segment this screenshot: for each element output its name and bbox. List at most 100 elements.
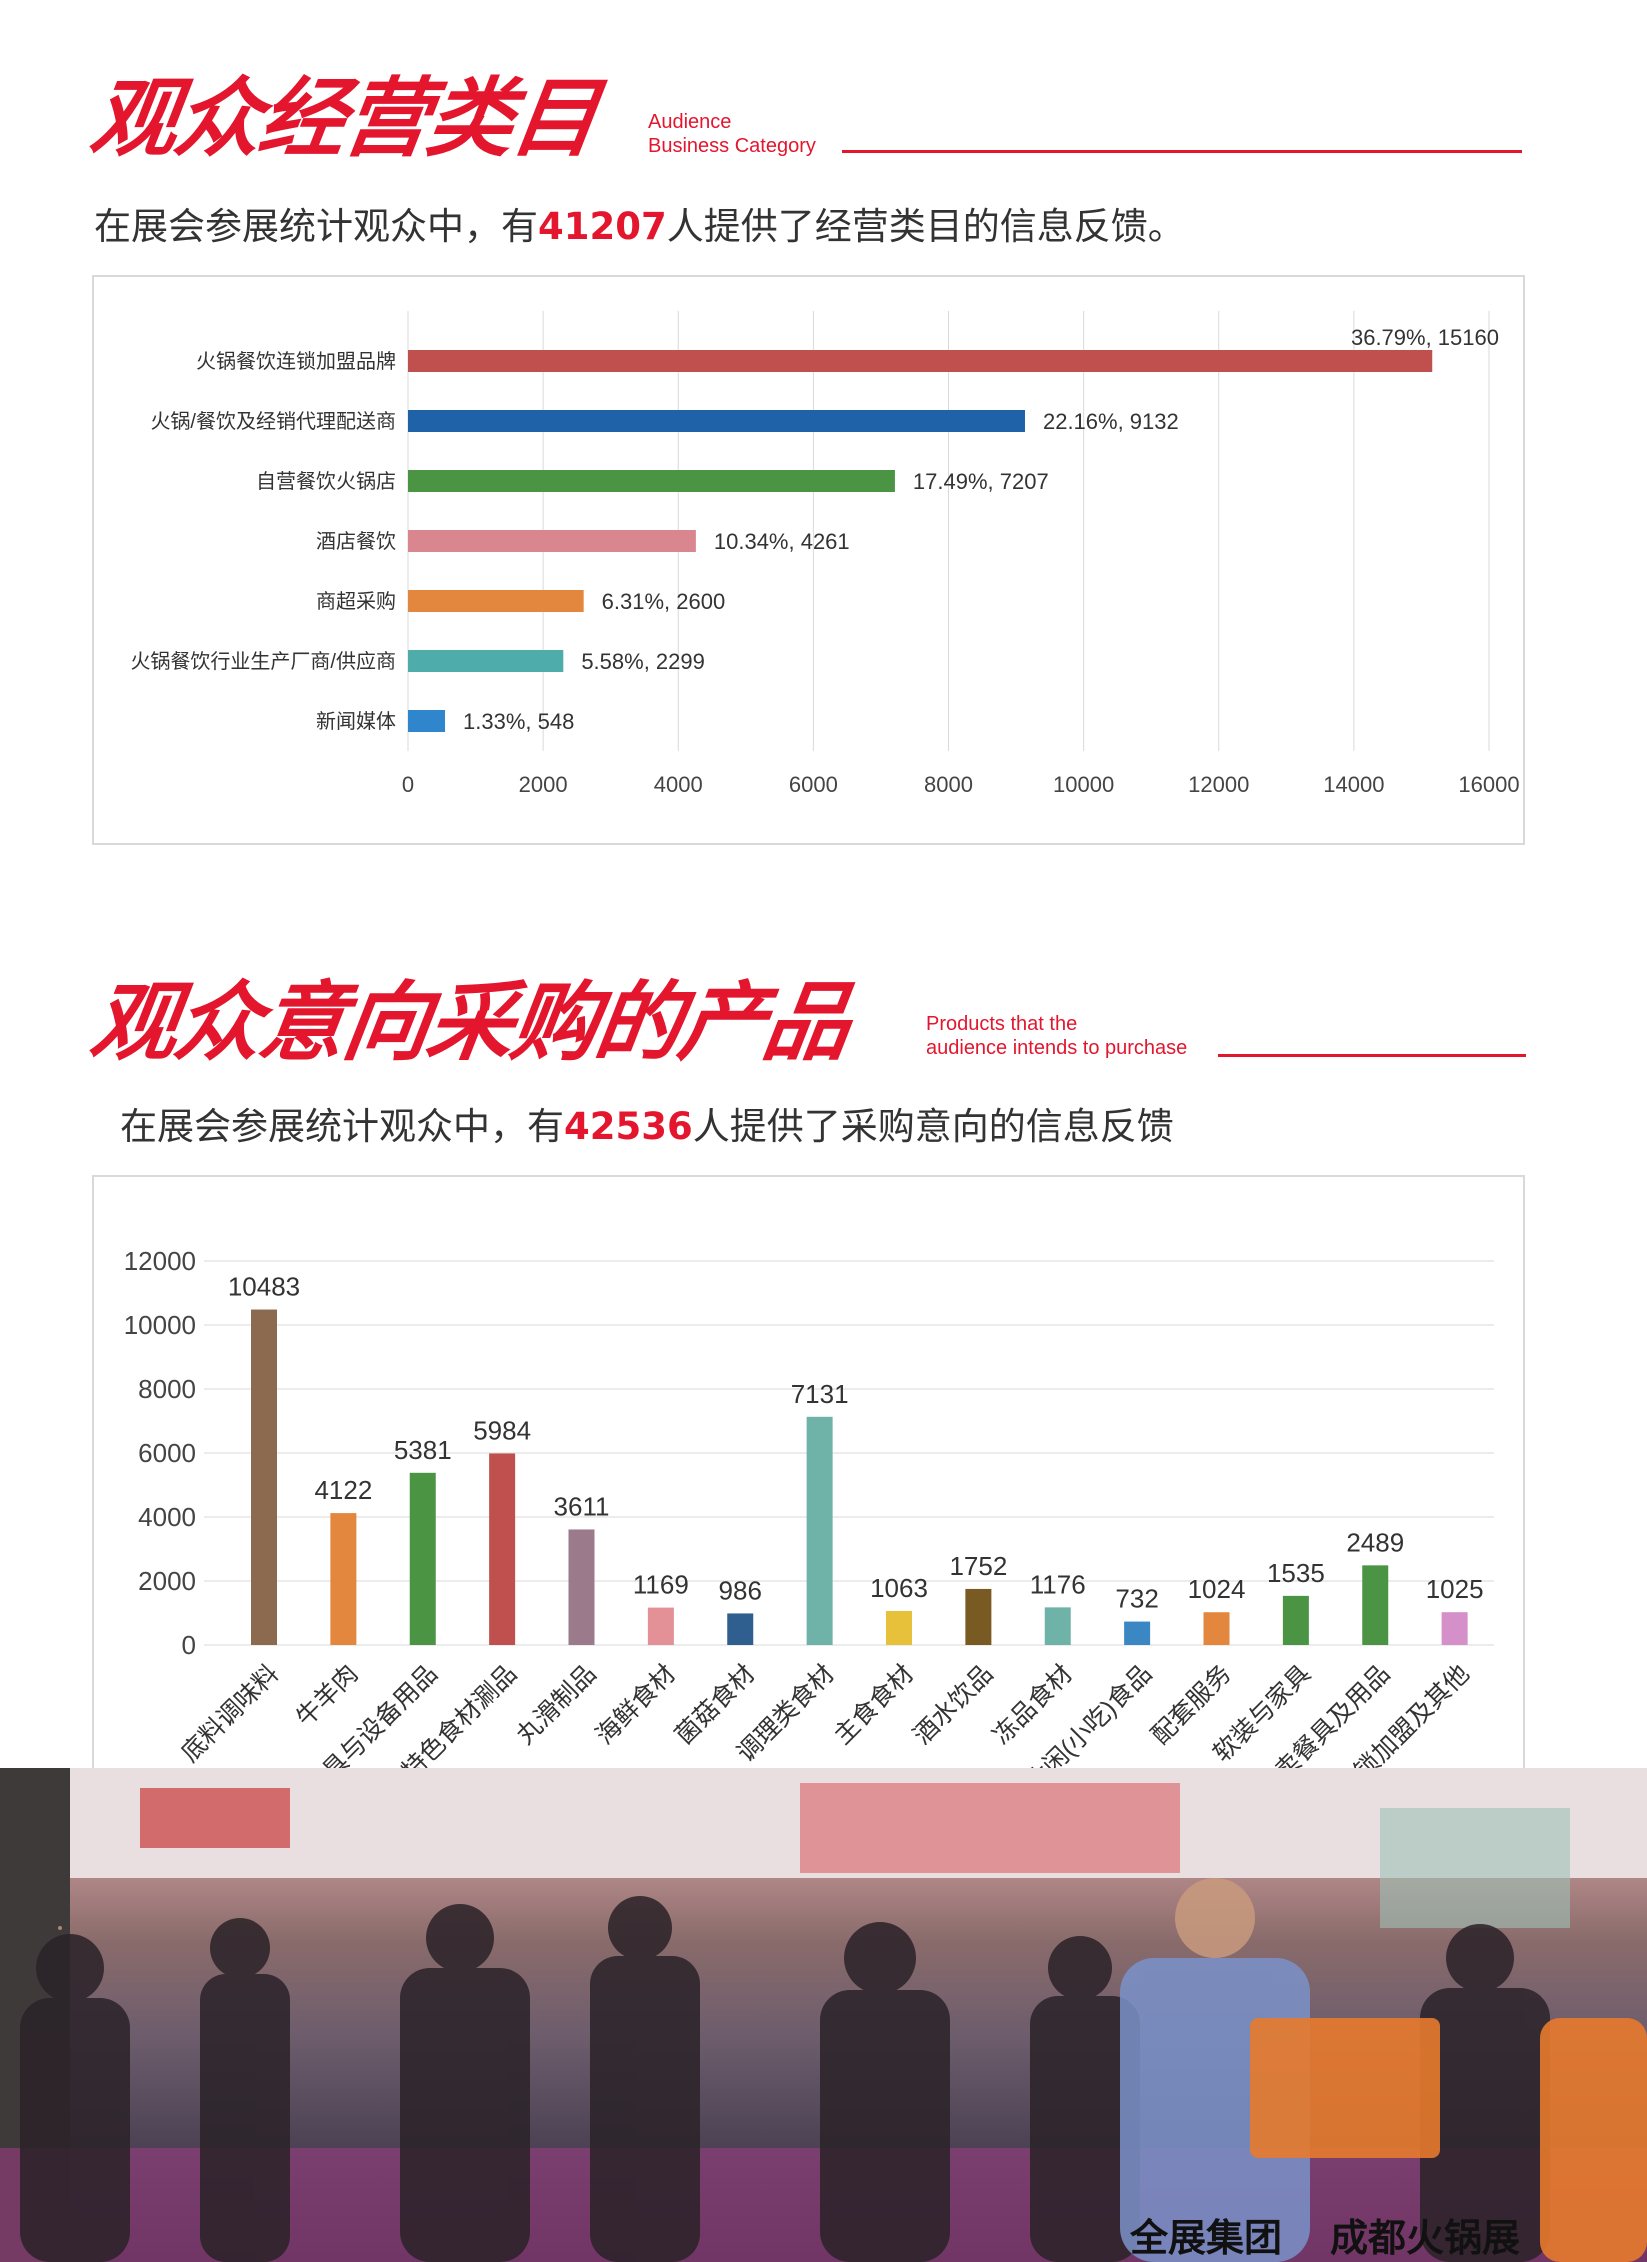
section1-intro: 在展会参展统计观众中，有41207人提供了经营类目的信息反馈。	[94, 196, 1185, 250]
bar-4	[408, 590, 584, 612]
section2-intro-number: 42536	[564, 1105, 693, 1148]
category-label-3: 酒店餐饮	[316, 530, 396, 553]
bar-11	[1124, 1621, 1151, 1645]
bar-5	[647, 1607, 674, 1645]
data-label-5: 1169	[633, 1570, 689, 1600]
category-label-6: 新闻媒体	[316, 710, 396, 733]
section2-subtitle-line1: Products that the	[926, 1013, 1078, 1035]
data-label-13: 1535	[1267, 1558, 1325, 1588]
purchase-products-chart-box: 0 2000 4000 6000 8000 10000 12000 10483 底料调味料 412…	[92, 1175, 1525, 1795]
section1-intro-prefix: 在展会参展统计观众中，有	[94, 205, 538, 248]
bar-2	[408, 470, 895, 492]
x-tick-label-4: 8000	[924, 772, 973, 797]
bar-6	[408, 710, 446, 732]
bar-7	[806, 1416, 833, 1645]
data-label-5: 5.58%, 2299	[581, 649, 705, 674]
data-label-9: 1752	[949, 1551, 1007, 1581]
category-label-9: 酒水饮品	[908, 1659, 999, 1750]
section2-intro-prefix: 在展会参展统计观众中，有	[120, 1105, 564, 1148]
business-category-chart-box: 0 2000 4000 6000 8000 10000 12000 14000 16000 火锅餐…	[92, 275, 1525, 845]
category-label-5: 火锅餐饮行业生产厂商/供应商	[130, 650, 396, 673]
data-label-3: 5984	[473, 1416, 531, 1446]
data-label-11: 732	[1115, 1584, 1158, 1614]
section2-subtitle: Products that the audience intends to pu…	[926, 1012, 1187, 1060]
data-label-4: 3611	[554, 1491, 610, 1521]
brand-left: 全展集团	[1130, 2216, 1283, 2260]
data-label-0: 36.79%, 15160	[1351, 325, 1499, 350]
data-label-2: 17.49%, 7207	[913, 469, 1049, 494]
x-tick-label-6: 12000	[1188, 772, 1249, 797]
bar-5	[408, 650, 564, 672]
data-label-12: 1024	[1188, 1574, 1246, 1604]
bar-14	[1362, 1565, 1389, 1645]
data-label-8: 1063	[870, 1573, 928, 1603]
section1-intro-number: 41207	[538, 205, 667, 248]
bar-1	[330, 1513, 357, 1645]
section1-subtitle-line2: Business Category	[648, 135, 816, 157]
data-label-3: 10.34%, 4261	[714, 529, 850, 554]
category-label-5: 海鲜食材	[591, 1659, 682, 1750]
category-label-8: 主食食材	[829, 1659, 920, 1750]
bar-6	[727, 1613, 754, 1645]
category-label-4: 商超采购	[316, 590, 396, 613]
x-tick-label-2: 4000	[654, 772, 703, 797]
category-label-4: 丸滑制品	[511, 1659, 602, 1750]
y-tick-label-2: 4000	[138, 1502, 196, 1532]
data-label-0: 10483	[228, 1272, 300, 1302]
bar-3	[408, 530, 696, 552]
section2-title: 观众意向采购的产品	[84, 973, 856, 1073]
x-tick-label-5: 10000	[1053, 772, 1114, 797]
bar-9	[965, 1588, 992, 1645]
x-tick-label-1: 2000	[519, 772, 568, 797]
section1-title: 观众经营类目	[84, 69, 604, 169]
section1-rule	[842, 150, 1522, 153]
x-tick-label-7: 14000	[1323, 772, 1384, 797]
data-label-15: 1025	[1426, 1574, 1484, 1604]
crowd-illustration	[0, 1768, 1647, 2262]
bar-4	[568, 1529, 595, 1645]
brand-right: 成都火锅展	[1330, 2216, 1521, 2260]
bar-2	[409, 1472, 436, 1645]
category-label-2: 自营餐饮火锅店	[256, 470, 396, 493]
bar-13	[1282, 1595, 1309, 1645]
data-label-6: 1.33%, 548	[463, 709, 574, 734]
category-label-1: 牛羊肉	[291, 1659, 364, 1732]
section2-rule	[1218, 1054, 1526, 1057]
x-tick-label-0: 0	[402, 772, 414, 797]
section1-intro-suffix: 人提供了经营类目的信息反馈。	[666, 205, 1185, 248]
bar-0	[408, 350, 1433, 372]
data-label-1: 22.16%, 9132	[1043, 409, 1179, 434]
data-label-14: 2489	[1346, 1527, 1404, 1557]
y-tick-label-5: 10000	[124, 1310, 196, 1340]
data-label-4: 6.31%, 2600	[602, 589, 726, 614]
y-tick-label-3: 6000	[138, 1438, 196, 1468]
purchase-products-chart: 0 2000 4000 6000 8000 10000 12000 10483 底料调味料 412…	[124, 1246, 1494, 1793]
y-tick-label-4: 8000	[138, 1374, 196, 1404]
category-label-0: 火锅餐饮连锁加盟品牌	[196, 350, 396, 373]
y-tick-label-6: 12000	[124, 1246, 196, 1276]
y-tick-label-0: 0	[182, 1630, 196, 1660]
bar-0	[251, 1309, 277, 1645]
bar-15	[1441, 1612, 1468, 1645]
data-label-2: 5381	[394, 1435, 452, 1465]
bar-10	[1044, 1607, 1071, 1645]
category-label-1: 火锅/餐饮及经销代理配送商	[150, 410, 396, 433]
bar-3	[489, 1453, 516, 1645]
bar-8	[886, 1610, 912, 1645]
exhibition-crowd-photo: 全展集团 成都火锅展	[0, 1768, 1647, 2262]
x-tick-label-3: 6000	[789, 772, 838, 797]
section2-intro: 在展会参展统计观众中，有42536人提供了采购意向的信息反馈	[120, 1096, 1174, 1150]
section1-subtitle: Audience Business Category	[648, 110, 816, 158]
data-label-7: 7131	[791, 1379, 849, 1409]
y-tick-label-1: 2000	[138, 1566, 196, 1596]
category-label-0: 底料调味料	[176, 1659, 284, 1767]
section1-subtitle-line1: Audience	[648, 111, 732, 133]
bar-1	[408, 410, 1025, 432]
data-label-1: 4122	[314, 1475, 372, 1505]
section2-intro-suffix: 人提供了采购意向的信息反馈	[692, 1105, 1174, 1148]
bar-12	[1203, 1612, 1230, 1645]
section2-subtitle-line2: audience intends to purchase	[926, 1037, 1188, 1059]
data-label-6: 986	[719, 1575, 762, 1605]
business-category-chart: 0 2000 4000 6000 8000 10000 12000 14000 16000 火锅餐…	[130, 311, 1520, 797]
x-tick-label-8: 16000	[1458, 772, 1519, 797]
